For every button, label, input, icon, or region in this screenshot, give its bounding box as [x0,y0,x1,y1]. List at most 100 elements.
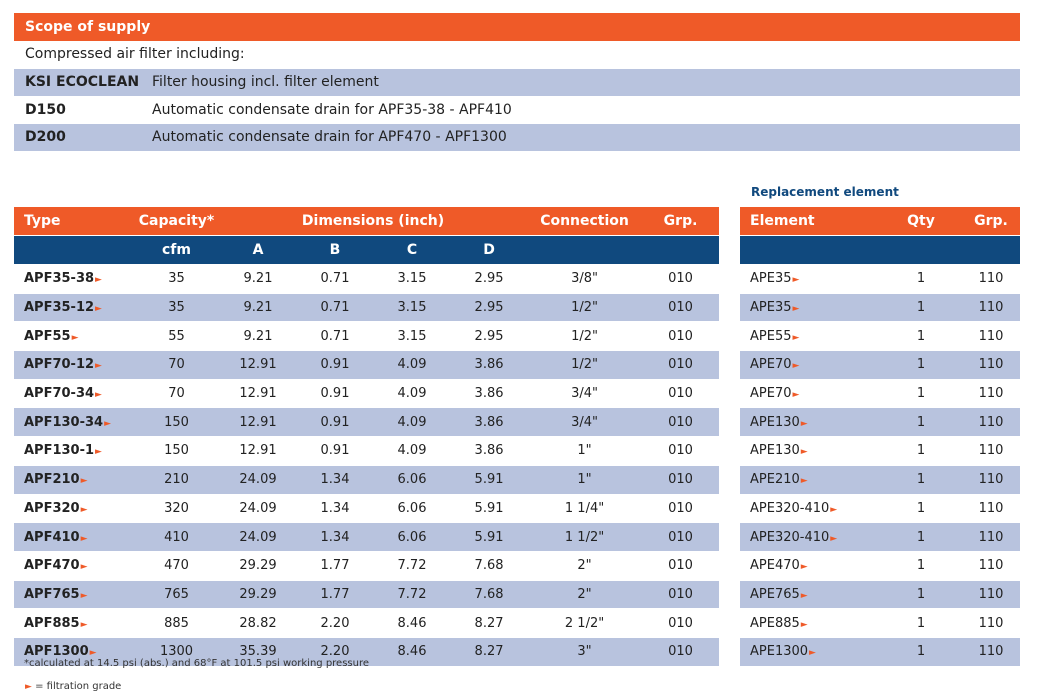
cell: 885 [134,608,219,638]
cell: 010 [642,637,720,667]
cell: 28.82 [219,608,297,638]
scope-title: Scope of supply [14,13,1020,41]
cell: 3.86 [451,350,528,380]
replacement-row: APE70► 1 110 [740,350,1020,380]
filtration-arrow-icon: ► [80,504,88,515]
cell: 010 [642,407,720,438]
cell: 3.15 [373,264,451,294]
replacement-row: APE210► 1 110 [740,465,1020,495]
cell: 12.91 [219,436,297,466]
table-row: APF130-34► 150 12.91 0.91 4.09 3.86 3/4" 010 [14,407,720,438]
cell: 9.21 [219,293,297,323]
cell: 1.77 [297,551,373,581]
cell: 35.39 [219,637,297,667]
main-table: Type Capacity* Dimensions (inch) Connection… [14,207,720,667]
type-cell: APF35-12 [24,300,95,316]
type-cell: APF130-34 [24,414,104,430]
filtration-arrow-icon: ► [95,304,102,315]
replacement-row: APE35► 1 110 [740,264,1020,294]
cell: 110 [962,494,1020,524]
cell: 55 [134,321,219,352]
scope-item: D200 Automatic condensate drain for APF47… [14,124,1020,151]
cell: 3.15 [373,293,451,323]
cell: 3/4" [527,379,643,409]
cell: 110 [962,522,1020,552]
cell: 1 [880,379,962,409]
table-row: APF1300► 1300 35.39 2.20 8.46 8.27 3" 010 [14,637,720,667]
cell: 4.09 [373,350,451,380]
cell: 1" [527,465,643,495]
replacement-row: APE70► 1 110 [740,379,1020,409]
element-cell: APE470 [750,558,800,574]
filtration-arrow-icon: ► [80,590,88,601]
cell: 3.86 [451,379,528,409]
cell: 3" [527,637,643,667]
replacement-row: APE320-410► 1 110 [740,494,1020,524]
header-connection: Connection [527,207,643,236]
cell: 6.06 [373,522,451,552]
cell: 9.21 [219,264,297,294]
cell: 3/8" [527,264,643,294]
cell: 010 [642,522,720,552]
table-row: APF410► 410 24.09 1.34 6.06 5.91 1 1/2" 010 [14,522,720,552]
cell: 110 [962,293,1020,323]
cell: 1.77 [297,580,373,610]
cell: 1 [880,580,962,610]
replacement-row: APE765► 1 110 [740,580,1020,610]
cell: 0.71 [297,264,373,294]
cell: 1 [880,551,962,581]
element-cell: APE35 [750,271,792,287]
filtration-arrow-icon: ► [792,390,800,401]
element-cell: APE70 [750,357,792,373]
type-cell: APF1300 [24,644,89,660]
filtration-arrow-icon: ► [71,332,79,343]
cell: 765 [134,580,219,610]
cell: 010 [642,293,720,323]
cell: 110 [962,407,1020,438]
cell: 0.71 [297,293,373,323]
element-cell: APE320-410 [750,500,830,516]
cell: 12.91 [219,407,297,438]
table-row: APF210► 210 24.09 1.34 6.06 5.91 1" 010 [14,465,720,495]
filtration-arrow-icon: ► [800,562,808,573]
replacement-row: APE470► 1 110 [740,551,1020,581]
cell: 1 [880,465,962,495]
cell: 1 [880,350,962,380]
cell: 70 [134,379,219,409]
subheader-b: B [297,235,373,265]
type-cell: APF470 [24,558,80,574]
scope-item-desc: Automatic condensate drain for APF35-38 … [152,101,512,118]
filtration-arrow-icon: ► [95,361,102,372]
cell: 12.91 [219,350,297,380]
cell: 29.29 [219,551,297,581]
scope-item-code: D200 [25,129,66,145]
filtration-arrow-icon: ► [800,619,808,630]
filtration-arrow-icon: ► [800,447,808,458]
cell: 110 [962,551,1020,581]
cell: 2.20 [297,608,373,638]
cell: 1 1/2" [527,522,643,552]
cell: 010 [642,608,720,638]
cell: 24.09 [219,522,297,552]
element-cell: APE55 [750,328,792,344]
element-cell: APE130 [750,443,800,459]
cell: 12.91 [219,379,297,409]
filtration-arrow-icon: ► [830,533,838,544]
cell: 2.20 [297,637,373,667]
cell: 1 [880,321,962,352]
cell: 010 [642,436,720,466]
cell: 2 1/2" [527,608,643,638]
filtration-arrow-icon: ► [80,533,88,544]
replacement-table: Element Qty Grp. APE35► 1 110 APE35► 1 110 APE55… [740,207,1020,667]
replacement-row: APE130► 1 110 [740,407,1020,438]
header-qty: Qty [880,207,962,236]
cell: 4.09 [373,407,451,438]
table-row: APF885► 885 28.82 2.20 8.46 8.27 2 1/2" 010 [14,608,720,638]
cell: 320 [134,494,219,524]
cell: 1 [880,608,962,638]
filtration-arrow-icon: ► [95,447,102,458]
cell: 110 [962,321,1020,352]
cell: 70 [134,350,219,380]
cell: 150 [134,407,219,438]
cell: 110 [962,465,1020,495]
